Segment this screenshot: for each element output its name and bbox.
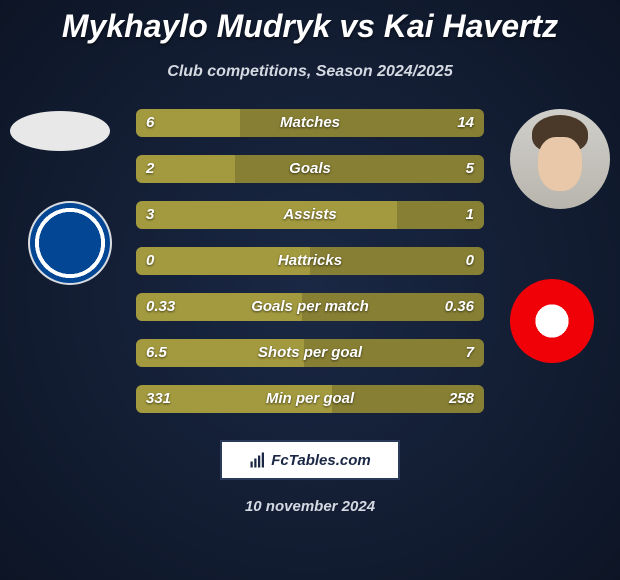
stat-label: Goals per match (136, 293, 484, 321)
stat-value-right: 0.36 (445, 293, 474, 321)
stat-value-right: 7 (466, 339, 474, 367)
stat-row: 0Hattricks0 (136, 247, 484, 275)
page-title: Mykhaylo Mudryk vs Kai Havertz (0, 0, 620, 45)
stat-value-right: 258 (449, 385, 474, 413)
right-club-badge (510, 279, 594, 363)
stat-label: Shots per goal (136, 339, 484, 367)
stats-list: 6Matches14 2Goals5 3Assists1 0Hattricks0 0.3… (136, 109, 484, 431)
stat-label: Hattricks (136, 247, 484, 275)
footer-brand-text: FcTables.com (271, 452, 370, 469)
stat-value-right: 1 (466, 201, 474, 229)
page-subtitle: Club competitions, Season 2024/2025 (0, 63, 620, 81)
stat-label: Matches (136, 109, 484, 137)
chart-icon (249, 451, 267, 469)
stat-row: 3Assists1 (136, 201, 484, 229)
left-club-badge (28, 201, 112, 285)
right-player-photo (510, 109, 610, 209)
stat-label: Goals (136, 155, 484, 183)
footer-brand-badge: FcTables.com (220, 440, 400, 480)
stat-value-right: 0 (466, 247, 474, 275)
stat-row: 2Goals5 (136, 155, 484, 183)
stat-row: 0.33Goals per match0.36 (136, 293, 484, 321)
stat-row: 331Min per goal258 (136, 385, 484, 413)
stat-value-right: 14 (457, 109, 474, 137)
footer-date: 10 november 2024 (0, 498, 620, 515)
stat-value-right: 5 (466, 155, 474, 183)
stat-row: 6Matches14 (136, 109, 484, 137)
face-icon (510, 109, 610, 209)
stat-label: Assists (136, 201, 484, 229)
left-player-photo (10, 111, 110, 151)
stat-row: 6.5Shots per goal7 (136, 339, 484, 367)
comparison-panel: 6Matches14 2Goals5 3Assists1 0Hattricks0 0.3… (0, 109, 620, 449)
stat-label: Min per goal (136, 385, 484, 413)
